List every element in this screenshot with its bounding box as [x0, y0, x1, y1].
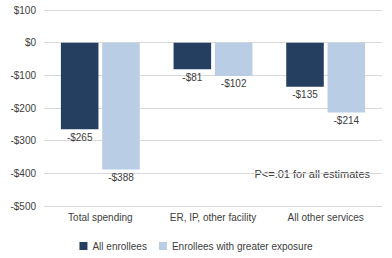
svg-text:All other services: All other services	[288, 212, 364, 223]
svg-text:ER, IP, other facility: ER, IP, other facility	[170, 212, 257, 223]
svg-text:$0: $0	[25, 37, 37, 48]
svg-text:-$81: -$81	[182, 72, 202, 83]
svg-text:P<=.01 for all estimates: P<=.01 for all estimates	[254, 167, 370, 180]
svg-text:Enrollees with greater exposur: Enrollees with greater exposure	[172, 241, 313, 252]
svg-text:Total spending: Total spending	[68, 212, 133, 223]
svg-text:-$100: -$100	[10, 70, 36, 81]
svg-text:-$388: -$388	[108, 172, 134, 183]
svg-text:All enrollees: All enrollees	[92, 241, 146, 252]
svg-text:-$400: -$400	[10, 168, 36, 179]
svg-text:$100: $100	[14, 5, 37, 16]
svg-text:-$265: -$265	[67, 132, 93, 143]
svg-text:-$500: -$500	[10, 201, 36, 212]
svg-text:-$102: -$102	[221, 78, 247, 89]
svg-text:-$200: -$200	[10, 103, 36, 114]
svg-text:-$135: -$135	[292, 89, 318, 100]
svg-text:-$300: -$300	[10, 135, 36, 146]
svg-text:-$214: -$214	[334, 115, 360, 126]
